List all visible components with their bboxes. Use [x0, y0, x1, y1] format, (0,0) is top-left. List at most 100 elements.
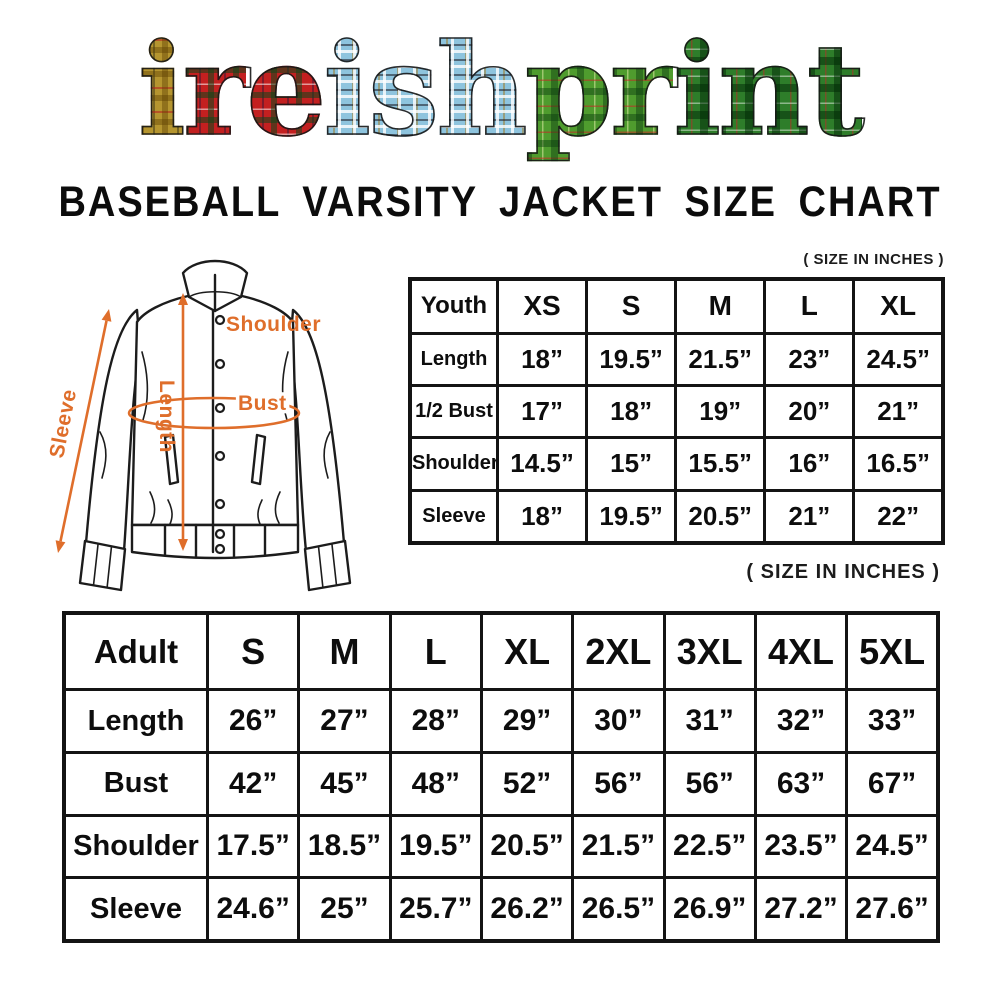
measurement-row: Shoulder 14.5” 15” 15.5” 16” 16.5”: [408, 436, 945, 492]
header-row: Adult S M L XL 2XL 3XL 4XL 5XL: [62, 611, 940, 692]
measurement-value: 18”: [585, 384, 678, 440]
youth-size-note: ( SIZE IN INCHES ): [803, 251, 944, 268]
measurement-value: 19”: [674, 384, 767, 440]
shoulder-label: Shoulder: [226, 313, 321, 336]
measurement-value: 26.9”: [662, 876, 757, 943]
measurement-arrows: [55, 293, 301, 553]
jacket-outline: [78, 259, 352, 592]
size-column-header: XS: [495, 277, 589, 335]
measurement-label: Sleeve: [408, 488, 499, 545]
logo-letter: i: [137, 8, 187, 173]
measurement-value: 26”: [205, 688, 301, 754]
logo-letter: e: [245, 8, 327, 173]
measurement-value: 67”: [845, 750, 940, 817]
header-row: Youth XS S M L XL: [408, 277, 945, 335]
measurement-row: Sleeve 18” 19.5” 20.5” 21” 22”: [408, 488, 945, 545]
measurement-value: 28”: [388, 688, 483, 754]
measurement-label: Bust: [62, 750, 209, 817]
logo-letter: i: [323, 8, 372, 173]
measurement-value: 21.5”: [674, 331, 767, 388]
measurement-value: 21”: [852, 384, 945, 440]
measurement-row: Bust 42” 45” 48” 52” 56” 56” 63” 67”: [62, 750, 940, 817]
size-column-header: 2XL: [571, 611, 666, 692]
measurement-value: 24.5”: [852, 331, 945, 388]
measurement-value: 20.5”: [674, 488, 767, 545]
measurement-value: 25”: [297, 876, 392, 943]
length-label: Length: [155, 380, 178, 453]
table-corner-label: Adult: [62, 611, 209, 692]
measurement-value: 29”: [479, 688, 575, 754]
measurement-row: Length 18” 19.5” 21.5” 23” 24.5”: [408, 331, 945, 388]
measurement-value: 19.5”: [388, 813, 483, 880]
measurement-value: 30”: [571, 688, 666, 754]
measurement-value: 21.5”: [571, 813, 666, 880]
bust-label: Bust: [238, 392, 287, 415]
measurement-value: 48”: [388, 750, 483, 817]
size-column-header: L: [388, 611, 483, 692]
measurement-value: 18”: [495, 331, 589, 388]
measurement-value: 26.2”: [479, 876, 575, 943]
size-column-header: 5XL: [845, 611, 940, 692]
page-title: BASEBALL VARSITY JACKET SIZE CHART: [58, 179, 942, 227]
measurement-value: 20”: [763, 384, 856, 440]
logo-letter: r: [182, 8, 250, 173]
size-column-header: L: [763, 277, 856, 335]
youth-size-table: Youth XS S M L XL Length 18” 19.5” 21.5” 23” 24.5” 1…: [408, 277, 945, 545]
measurement-value: 42”: [205, 750, 301, 817]
logo-letter: s: [367, 8, 440, 173]
measurement-row: Shoulder 17.5” 18.5” 19.5” 20.5” 21.5” 22.5” 23…: [62, 813, 940, 880]
measurement-label: Shoulder: [408, 436, 499, 492]
measurement-value: 33”: [845, 688, 940, 754]
measurement-value: 18”: [495, 488, 589, 545]
measurement-value: 14.5”: [495, 436, 589, 492]
measurement-value: 26.5”: [571, 876, 666, 943]
measurement-value: 45”: [297, 750, 392, 817]
logo: ireishprint: [0, 8, 1000, 173]
measurement-row: 1/2 Bust 17” 18” 19” 20” 21”: [408, 384, 945, 440]
measurement-row: Length 26” 27” 28” 29” 30” 31” 32” 33”: [62, 688, 940, 754]
measurement-label: Length: [62, 688, 209, 754]
measurement-value: 27.6”: [845, 876, 940, 943]
measurement-value: 19.5”: [585, 488, 678, 545]
measurement-label: 1/2 Bust: [408, 384, 499, 440]
size-column-header: XL: [479, 611, 575, 692]
size-column-header: M: [674, 277, 767, 335]
size-column-header: XL: [852, 277, 945, 335]
adult-size-note: ( SIZE IN INCHES ): [746, 561, 940, 583]
measurement-value: 23.5”: [753, 813, 849, 880]
logo-letter: n: [717, 8, 811, 173]
measurement-value: 20.5”: [479, 813, 575, 880]
logo-letter: i: [673, 8, 722, 173]
measurement-value: 22”: [852, 488, 945, 545]
measurement-value: 18.5”: [297, 813, 392, 880]
measurement-value: 24.6”: [205, 876, 301, 943]
measurement-value: 24.5”: [845, 813, 940, 880]
measurement-label: Shoulder: [62, 813, 209, 880]
table-corner-label: Youth: [408, 277, 499, 335]
logo-letter: r: [609, 8, 677, 173]
logo-letter: p: [524, 8, 614, 173]
measurement-value: 17.5”: [205, 813, 301, 880]
measurement-value: 21”: [763, 488, 856, 545]
size-column-header: 4XL: [753, 611, 849, 692]
adult-size-table: Adult S M L XL 2XL 3XL 4XL 5XL Length 26” 27” 28” 29”…: [62, 611, 940, 943]
measurement-value: 27”: [297, 688, 392, 754]
jacket-measurement-diagram: Shoulder Length Sleeve Bust: [45, 259, 352, 592]
measurement-value: 25.7”: [388, 876, 483, 943]
sleeve-label: Sleeve: [45, 387, 81, 460]
measurement-value: 15.5”: [674, 436, 767, 492]
measurement-value: 56”: [662, 750, 757, 817]
measurement-label: Length: [408, 331, 499, 388]
logo-letter: h: [435, 8, 529, 173]
measurement-value: 27.2”: [753, 876, 849, 943]
measurement-value: 52”: [479, 750, 575, 817]
size-column-header: M: [297, 611, 392, 692]
logo-letter: t: [806, 8, 866, 173]
measurement-value: 31”: [662, 688, 757, 754]
measurement-label: Sleeve: [62, 876, 209, 943]
measurement-value: 16”: [763, 436, 856, 492]
size-column-header: S: [205, 611, 301, 692]
measurement-value: 16.5”: [852, 436, 945, 492]
measurement-value: 17”: [495, 384, 589, 440]
